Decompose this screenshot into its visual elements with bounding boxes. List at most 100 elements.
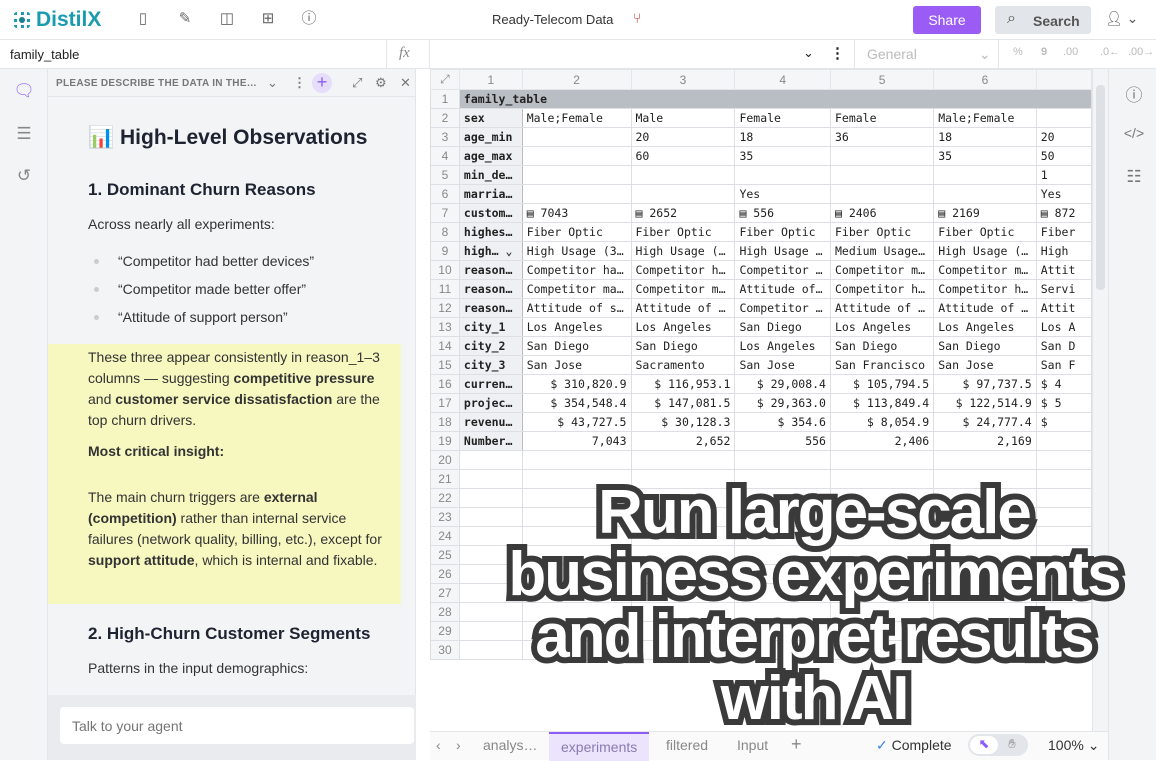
empty-cell[interactable]: [933, 583, 1037, 603]
outline-icon[interactable]: ☰: [16, 124, 32, 143]
row-header[interactable]: 26: [430, 564, 460, 584]
cell[interactable]: $ 4: [1035, 374, 1092, 394]
add-box-icon[interactable]: ⊞: [261, 10, 275, 27]
cell[interactable]: 20: [630, 127, 736, 147]
settings-gear-icon[interactable]: ⚙: [375, 75, 387, 90]
cell[interactable]: [829, 146, 935, 166]
cell[interactable]: $ 122,514.9: [933, 393, 1037, 413]
empty-cell[interactable]: [521, 507, 632, 527]
cell[interactable]: 50: [1035, 146, 1092, 166]
cell[interactable]: 18: [734, 127, 831, 147]
empty-cell[interactable]: [521, 564, 632, 584]
cell[interactable]: Attit: [1035, 260, 1092, 280]
cell[interactable]: [521, 146, 632, 166]
add-sheet-icon[interactable]: +: [791, 734, 802, 754]
row-header[interactable]: 5: [430, 165, 460, 185]
cell[interactable]: 36: [829, 127, 935, 147]
column-header[interactable]: 1: [458, 69, 523, 90]
empty-cell[interactable]: [829, 583, 935, 603]
spreadsheet-grid[interactable]: ⤢ 1 2 3 4 5 6 1 family_table 2 sex Male;Female Male…: [430, 69, 1092, 731]
cell[interactable]: $ 310,820.9: [521, 374, 632, 394]
empty-cell[interactable]: [630, 507, 736, 527]
cell[interactable]: ▤ 872: [1035, 203, 1092, 223]
row-header[interactable]: 29: [430, 621, 460, 641]
cell[interactable]: [1035, 431, 1092, 451]
cell[interactable]: Male;Female: [933, 108, 1037, 128]
cell[interactable]: San Jose: [933, 355, 1037, 375]
cell[interactable]: San Diego: [630, 336, 736, 356]
cell[interactable]: 60: [630, 146, 736, 166]
empty-cell[interactable]: [630, 469, 736, 489]
cell[interactable]: Competitor ma…: [521, 279, 632, 299]
history-icon[interactable]: ↺: [16, 166, 32, 185]
row-header[interactable]: 9: [430, 241, 460, 261]
row-header[interactable]: 18: [430, 412, 460, 432]
empty-cell[interactable]: [1035, 545, 1092, 565]
cell[interactable]: San Francisco: [829, 355, 935, 375]
chat-input[interactable]: [60, 707, 414, 744]
empty-cell[interactable]: [458, 526, 523, 546]
code-icon[interactable]: </>: [1123, 125, 1145, 141]
row-header[interactable]: 13: [430, 317, 460, 337]
new-chat-button[interactable]: +: [312, 73, 332, 93]
cell[interactable]: 2,652: [630, 431, 736, 451]
empty-cell[interactable]: [630, 583, 736, 603]
cell[interactable]: [829, 184, 935, 204]
field-label-cell[interactable]: city_1: [458, 317, 523, 337]
cell[interactable]: Attitude of s…: [521, 298, 632, 318]
cell[interactable]: $ 29,008.4: [734, 374, 831, 394]
row-header[interactable]: 22: [430, 488, 460, 508]
empty-cell[interactable]: [933, 450, 1037, 470]
zoom-select[interactable]: 100% ⌄: [1048, 737, 1100, 753]
cell[interactable]: High Usage (…: [630, 241, 736, 261]
cell[interactable]: $ 29,363.0: [734, 393, 831, 413]
cell[interactable]: $ 113,849.4: [829, 393, 935, 413]
cursor-icon[interactable]: ⬉: [970, 736, 998, 754]
field-label-cell[interactable]: min_de…: [458, 165, 523, 185]
column-header[interactable]: 4: [734, 69, 831, 90]
row-header[interactable]: 15: [430, 355, 460, 375]
cell[interactable]: San Diego: [521, 336, 632, 356]
cell[interactable]: San Jose: [521, 355, 632, 375]
vertical-scrollbar[interactable]: [1092, 69, 1108, 731]
cell[interactable]: Competitor h…: [630, 260, 736, 280]
empty-cell[interactable]: [933, 602, 1037, 622]
cell[interactable]: High Usage …: [734, 241, 831, 261]
cell[interactable]: 1: [1035, 165, 1092, 185]
layout-icon[interactable]: ◫: [219, 10, 235, 27]
cell[interactable]: Los Angeles: [734, 336, 831, 356]
row-header[interactable]: 21: [430, 469, 460, 489]
tab-experiments[interactable]: experiments: [549, 732, 650, 761]
empty-cell[interactable]: [1035, 488, 1092, 508]
cell[interactable]: Los Angeles: [630, 317, 736, 337]
info-icon[interactable]: ⓘ: [1125, 86, 1143, 105]
cell[interactable]: 2,406: [829, 431, 935, 451]
cell[interactable]: Los Angeles: [829, 317, 935, 337]
cell[interactable]: [933, 184, 1037, 204]
cell[interactable]: Fiber Optic: [933, 222, 1037, 242]
empty-cell[interactable]: [521, 469, 632, 489]
empty-cell[interactable]: [521, 450, 632, 470]
empty-cell[interactable]: [933, 640, 1037, 660]
row-header[interactable]: 20: [430, 450, 460, 470]
cell[interactable]: $ 147,081.5: [630, 393, 736, 413]
empty-cell[interactable]: [1035, 507, 1092, 527]
cell[interactable]: $ 24,777.4: [933, 412, 1037, 432]
column-header[interactable]: [1035, 69, 1092, 90]
cell[interactable]: San Jose: [734, 355, 831, 375]
empty-cell[interactable]: [458, 621, 523, 641]
cell[interactable]: Male: [630, 108, 736, 128]
more-options-icon[interactable]: ⋮: [293, 75, 306, 90]
cell[interactable]: [829, 165, 935, 185]
empty-cell[interactable]: [521, 488, 632, 508]
row-header[interactable]: 23: [430, 507, 460, 527]
cell[interactable]: $ 97,737.5: [933, 374, 1037, 394]
empty-cell[interactable]: [933, 545, 1037, 565]
empty-cell[interactable]: [734, 640, 831, 660]
row-header[interactable]: 19: [430, 431, 460, 451]
empty-cell[interactable]: [933, 564, 1037, 584]
percent-format-icon[interactable]: %: [1013, 46, 1023, 58]
empty-cell[interactable]: [1035, 602, 1092, 622]
pointer-mode-toggle[interactable]: ⬉ ✋︎: [968, 734, 1028, 756]
tab-input[interactable]: Input: [737, 737, 769, 753]
